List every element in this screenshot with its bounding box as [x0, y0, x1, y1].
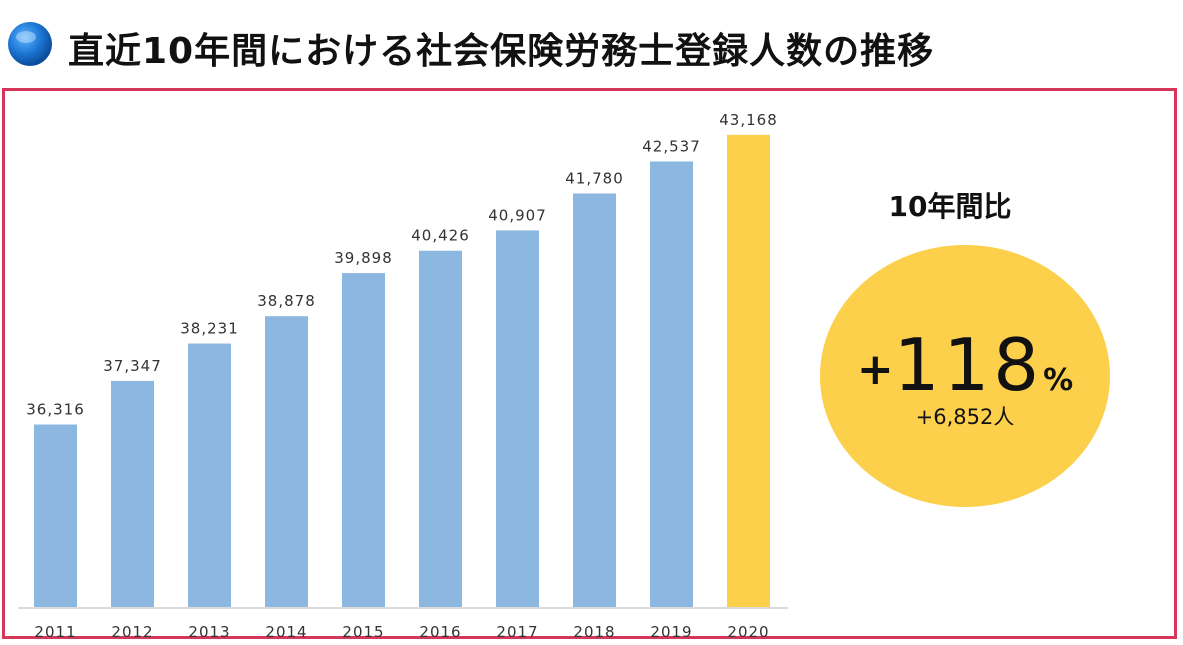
- x-tick-label-2015: 2015: [342, 623, 384, 641]
- percent-readout: +118%: [820, 323, 1110, 407]
- x-tick-label-2013: 2013: [188, 623, 230, 641]
- x-tick-label-2019: 2019: [650, 623, 692, 641]
- percent-unit: %: [1043, 363, 1074, 398]
- delta-value: +6,852人: [915, 405, 1015, 429]
- bar-2016: [419, 250, 462, 608]
- x-tick-label-2017: 2017: [496, 623, 538, 641]
- comparison-heading: 10年間比: [888, 190, 1012, 223]
- x-tick-label-2018: 2018: [573, 623, 615, 641]
- bar-chart: 36,316 2011 37,347 2012 38,231 2013 38,878 2014…: [18, 111, 788, 641]
- x-tick-label-2011: 2011: [34, 623, 76, 641]
- percent-value: 118: [893, 323, 1044, 407]
- bar-2012: [111, 380, 154, 607]
- bar-2017: [496, 230, 539, 607]
- value-label-2014: 38,878: [257, 292, 316, 310]
- x-tick-label-2012: 2012: [111, 623, 153, 641]
- x-tick-label-2020: 2020: [727, 623, 769, 641]
- summary-circle: +118% +6,852人: [820, 245, 1110, 507]
- bar-2015: [342, 273, 385, 607]
- bar-2019: [650, 161, 693, 607]
- bar-2020: [727, 134, 770, 607]
- page-title: 直近10年間における社会保険労務士登録人数の推移: [68, 31, 935, 72]
- value-label-2018: 41,780: [565, 169, 624, 187]
- value-label-2012: 37,347: [103, 357, 162, 375]
- x-tick-label-2016: 2016: [419, 623, 461, 641]
- bar-2013: [188, 343, 231, 607]
- header: 直近10年間における社会保険労務士登録人数の推移: [0, 0, 1183, 88]
- percent-sign: +: [856, 344, 894, 395]
- bar-2014: [265, 316, 308, 607]
- value-label-2019: 42,537: [642, 137, 701, 155]
- bar-2011: [34, 424, 77, 607]
- chart-frame: [2, 88, 1177, 639]
- value-label-2011: 36,316: [26, 401, 85, 419]
- value-label-2013: 38,231: [180, 320, 239, 338]
- value-label-2015: 39,898: [334, 249, 393, 267]
- value-label-2016: 40,426: [411, 227, 470, 245]
- bar-2018: [573, 193, 616, 607]
- blue-dot-icon: [8, 22, 52, 66]
- value-label-2020: 43,168: [719, 111, 778, 129]
- value-label-2017: 40,907: [488, 206, 547, 224]
- x-tick-label-2014: 2014: [265, 623, 307, 641]
